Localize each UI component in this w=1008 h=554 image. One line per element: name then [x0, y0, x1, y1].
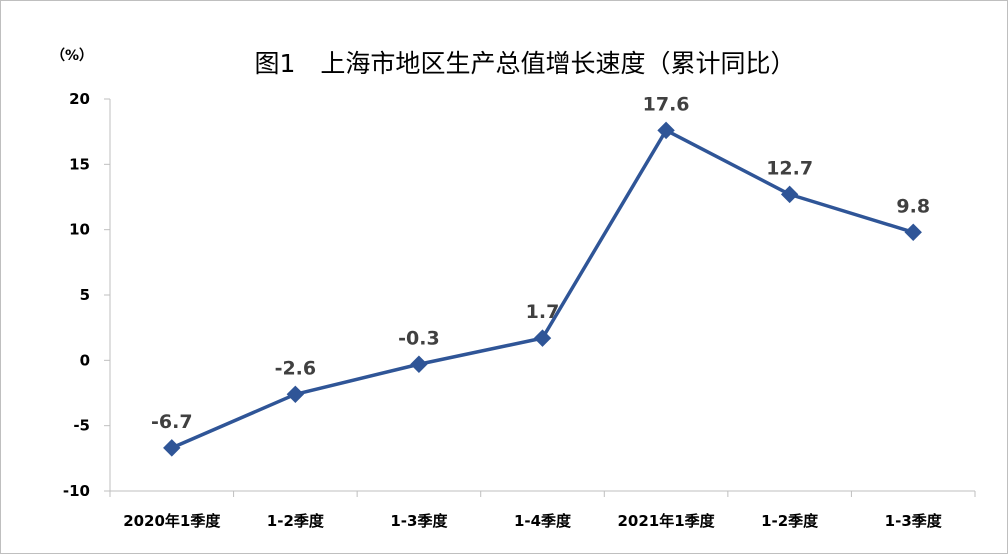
axes: 20 15 10 5 0 -5 -10 2020年1季度 1-2季度 1-3季度 1-4季度 2021… [63, 90, 976, 530]
x-tick-label: 1-3季度 [390, 512, 448, 530]
y-axis-unit: （%） [51, 48, 93, 64]
data-point-marker [286, 385, 305, 404]
y-tick-label: 10 [69, 221, 90, 239]
x-tick-label: 1-2季度 [267, 512, 325, 530]
y-tick-label: 0 [80, 351, 90, 369]
data-point-marker [410, 355, 428, 373]
data-label: -6.7 [151, 411, 193, 433]
y-tick-label: -5 [73, 417, 90, 435]
y-tick-label: 15 [69, 155, 90, 173]
data-label: -0.3 [398, 327, 440, 349]
data-label: 12.7 [766, 157, 813, 179]
data-point-marker [904, 223, 922, 241]
y-tick-label: 20 [69, 90, 90, 108]
data-label: 9.8 [896, 195, 930, 217]
x-tick-label: 1-3季度 [885, 512, 943, 530]
x-tick-label: 2021年1季度 [617, 512, 715, 530]
data-label: -2.6 [275, 357, 317, 379]
data-point-marker [163, 439, 181, 457]
x-tick-label: 1-4季度 [514, 512, 572, 530]
data-label: 1.7 [526, 301, 560, 323]
x-tick-label: 2020年1季度 [123, 512, 221, 530]
data-point-marker [780, 185, 799, 204]
data-point-marker [657, 121, 675, 140]
series-line: -6.7 -2.6 -0.3 1.7 17.6 12.7 9.8 [151, 93, 930, 457]
y-tick-label: 5 [80, 286, 90, 304]
data-label: 17.6 [643, 93, 690, 115]
y-tick-label: -10 [63, 482, 90, 500]
data-point-marker [533, 329, 552, 347]
x-tick-label: 1-2季度 [761, 512, 819, 530]
chart-title: 图1 上海市地区生产总值增长速度（累计同比） [255, 49, 796, 78]
